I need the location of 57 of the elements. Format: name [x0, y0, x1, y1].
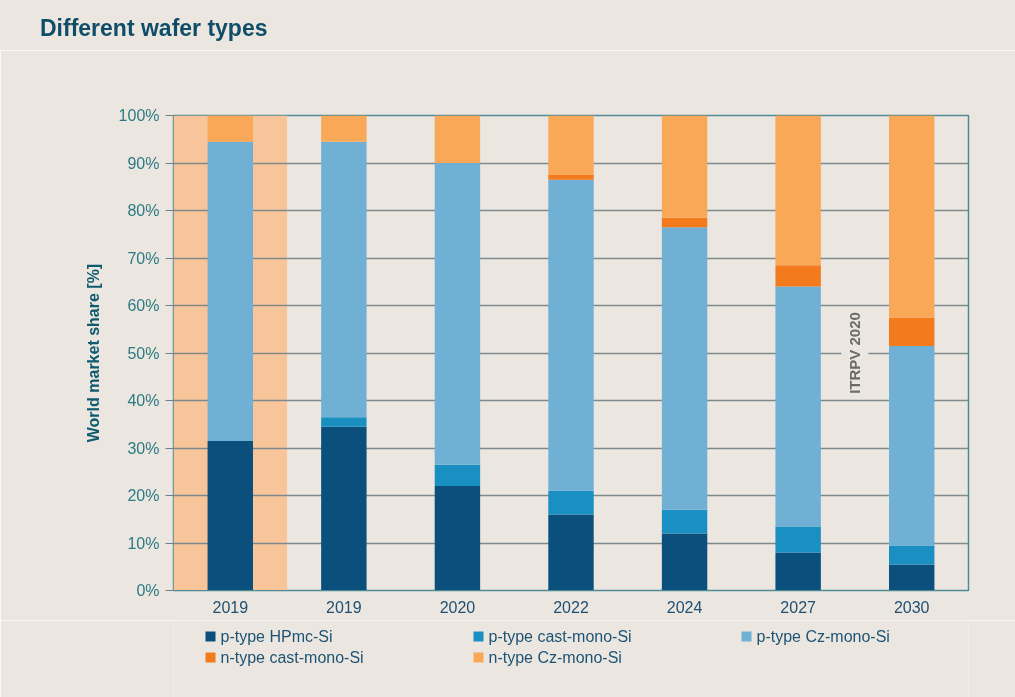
bar: [775, 115, 821, 266]
bar: [434, 163, 481, 465]
legend-label: p-type HPmc-Si: [220, 628, 333, 645]
annotation: ITRPV 2020: [846, 312, 864, 394]
x-tick-label: 2022: [553, 598, 589, 616]
bar: [548, 179, 594, 491]
x-tick-label: 2019: [326, 598, 362, 616]
x-tick-label: 2027: [780, 598, 817, 616]
bar: [775, 286, 821, 527]
bar: [548, 514, 594, 591]
y-tick-label: 30%: [127, 439, 160, 457]
y-tick-label: 70%: [127, 249, 160, 267]
bar: [207, 115, 253, 142]
bar: [889, 345, 935, 546]
bar: [889, 115, 935, 318]
x-tick-label: 2019: [212, 598, 249, 616]
legend-label: n-type Cz-mono-Si: [488, 649, 622, 666]
legend-label: p-type cast-mono-Si: [488, 628, 632, 645]
bar: [434, 115, 481, 163]
bar: [889, 564, 935, 591]
bar: [661, 217, 708, 228]
legend-label: n-type cast-mono-Si: [220, 649, 364, 666]
x-tick-label: 2030: [893, 598, 930, 616]
bar: [321, 417, 367, 427]
bar: [661, 533, 708, 591]
y-tick-label: 90%: [127, 154, 160, 172]
bar: [321, 426, 367, 591]
bar: [548, 490, 594, 515]
y-axis-title: World market share [%]: [84, 263, 102, 443]
bar: [775, 552, 821, 591]
bar: [661, 509, 708, 534]
x-tick-label: 2024: [666, 598, 703, 616]
y-tick-label: 60%: [127, 297, 160, 314]
y-tick-label: 100%: [118, 107, 160, 124]
y-tick-label: 0%: [136, 582, 160, 599]
bar: [321, 141, 367, 418]
bar: [775, 265, 821, 287]
bar: [548, 115, 594, 175]
bar: [434, 486, 481, 591]
bar: [775, 526, 821, 553]
bar: [548, 174, 594, 180]
bar: [207, 440, 253, 591]
y-tick-label: 10%: [127, 534, 160, 552]
bar: [661, 227, 708, 510]
y-tick-label: 50%: [127, 344, 160, 362]
bar: [434, 464, 481, 486]
y-tick-label: 20%: [127, 487, 160, 504]
bar: [889, 317, 935, 346]
chart-title: Different wafer types: [40, 14, 268, 43]
bar: [661, 115, 708, 218]
bar: [207, 141, 253, 441]
x-tick-label: 2020: [439, 598, 476, 616]
y-tick-label: 40%: [127, 392, 160, 409]
legend-label: p-type Cz-mono-Si: [756, 628, 890, 645]
bar: [889, 545, 935, 565]
y-tick-label: 80%: [127, 202, 160, 219]
bar: [321, 115, 367, 142]
